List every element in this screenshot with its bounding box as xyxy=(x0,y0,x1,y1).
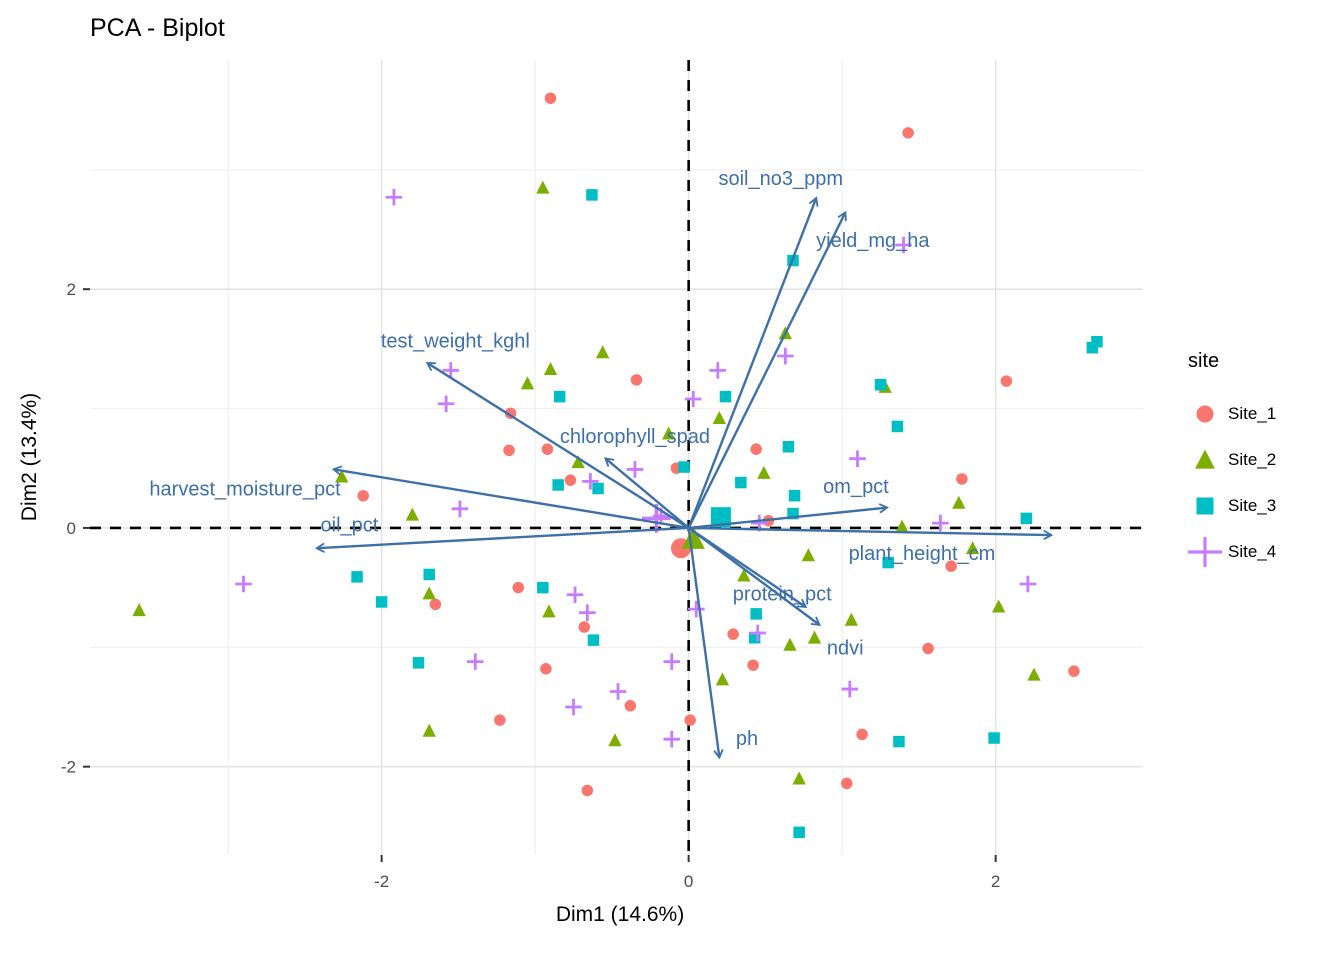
series-site_2 xyxy=(132,180,1041,785)
axis-ticks xyxy=(83,288,997,862)
series-site_3 xyxy=(351,189,1103,839)
x-tick-label: 0 xyxy=(684,872,693,891)
legend-items: Site_1 Site_2 Site_3 Site_4 xyxy=(1188,391,1276,575)
loading-arrow-ndvi xyxy=(687,526,821,626)
y-axis-title: Dim2 (13.4%) xyxy=(18,392,41,522)
legend-item-site_4: Site_4 xyxy=(1188,529,1276,575)
legend: site Site_1 Site_2 Site_3 Site_4 xyxy=(1188,350,1276,575)
legend-item-site_1: Site_1 xyxy=(1188,391,1276,437)
loading-arrow-yield_mg_ha xyxy=(687,210,847,529)
legend-label: Site_3 xyxy=(1228,496,1277,515)
y-tick-label: -2 xyxy=(61,758,76,777)
loading-label-protein_pct: protein_pct xyxy=(733,584,832,606)
loading-label-soil_no3_ppm: soil_no3_ppm xyxy=(718,168,843,190)
legend-item-site_3: Site_3 xyxy=(1188,483,1276,529)
loading-label-oil_pct: oil_pct xyxy=(321,514,379,536)
square-legend-glyph xyxy=(1196,497,1214,515)
loading-label-ndvi: ndvi xyxy=(827,637,864,659)
loading-label-ph: ph xyxy=(736,728,758,750)
centroid-site_2 xyxy=(681,526,705,549)
loading-arrow-chlorophyll_spad xyxy=(603,457,690,529)
data-points xyxy=(132,92,1103,839)
legend-label: Site_2 xyxy=(1228,450,1277,469)
axis-tick-labels: -2 0 2 -2 0 2 xyxy=(61,280,1001,891)
zero-reference-lines xyxy=(90,60,1143,855)
loading-arrow-harvest_moisture_pct xyxy=(331,465,689,530)
plus-legend-glyph xyxy=(1188,537,1222,567)
loading-label-chlorophyll_spad: chlorophyll_spad xyxy=(560,426,710,448)
gridlines xyxy=(90,60,1143,855)
series-site_4 xyxy=(235,188,1037,748)
loading-label-test_weight_kghl: test_weight_kghl xyxy=(381,331,530,353)
centroid-site_3 xyxy=(710,507,731,528)
loading-arrow-soil_no3_ppm xyxy=(687,196,819,529)
chart-title: PCA - Biplot xyxy=(90,14,225,42)
series-site_1 xyxy=(357,92,1080,797)
loading-arrow-ph xyxy=(687,527,724,760)
y-tick-label: 2 xyxy=(67,280,76,299)
x-tick-label: 2 xyxy=(991,872,1000,891)
chart-svg: -2 0 2 -2 0 2 soil_no3_ppm yield_mg_ha test_weig… xyxy=(61,60,1143,891)
triangle-legend-glyph xyxy=(1195,449,1215,469)
loading-label-plant_height_cm: plant_height_cm xyxy=(849,543,996,565)
loading-label-harvest_moisture_pct: harvest_moisture_pct xyxy=(149,479,341,501)
loading-arrows xyxy=(314,196,1054,760)
loading-label-om_pct: om_pct xyxy=(823,476,889,498)
loading-labels: soil_no3_ppm yield_mg_ha test_weight_kghlc… xyxy=(149,168,995,750)
x-tick-label: -2 xyxy=(374,872,389,891)
legend-item-site_2: Site_2 xyxy=(1188,437,1276,483)
legend-title: site xyxy=(1188,350,1220,372)
loading-arrow-test_weight_kghl xyxy=(425,361,690,529)
plot-panel: -2 0 2 -2 0 2 soil_no3_ppm yield_mg_ha test_weig… xyxy=(40,60,1163,910)
loading-arrow-om_pct xyxy=(688,503,889,530)
loading-arrow-oil_pct xyxy=(314,526,689,553)
legend-label: Site_4 xyxy=(1228,542,1277,561)
x-axis-title: Dim1 (14.6%) xyxy=(555,903,685,926)
loading-label-yield_mg_ha: yield_mg_ha xyxy=(816,230,930,252)
circle-legend-glyph xyxy=(1196,405,1214,423)
legend-label: Site_1 xyxy=(1228,404,1277,423)
loading-arrow-plant_height_cm xyxy=(688,526,1054,540)
y-tick-label: 0 xyxy=(67,519,76,538)
